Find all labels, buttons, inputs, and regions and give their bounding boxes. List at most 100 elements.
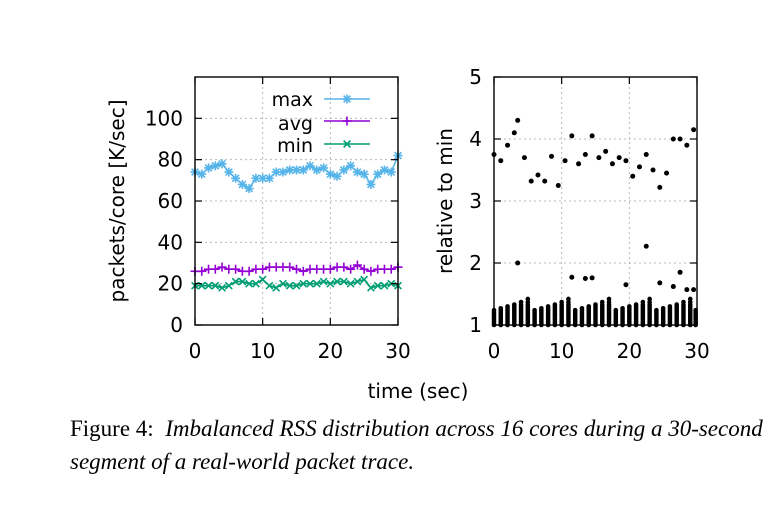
caption-label: Figure 4:	[70, 416, 154, 441]
scatter-point-top	[535, 172, 541, 178]
right-ytick-label: 1	[469, 313, 482, 337]
left-ytick-label: 20	[158, 272, 183, 296]
right-xtick-label: 30	[684, 339, 709, 363]
point-max	[298, 165, 308, 175]
scatter-point-top	[542, 178, 548, 184]
figure-caption: Figure 4: Imbalanced RSS distribution ac…	[70, 412, 770, 478]
point-avg	[292, 264, 301, 274]
point-max	[379, 165, 389, 175]
scatter-point-outliers	[684, 287, 690, 293]
scatter-point-outliers	[670, 284, 676, 290]
point-max	[231, 173, 241, 183]
scatter-point	[613, 307, 619, 313]
scatter-point-top	[589, 133, 595, 139]
scatter-point	[606, 296, 612, 302]
scatter-point	[654, 307, 659, 313]
legend-marker-avg	[342, 116, 352, 126]
point-avg	[210, 264, 220, 274]
right-ytick-label: 2	[469, 251, 482, 275]
scatter-point-outliers	[623, 282, 629, 288]
scatter-point-top	[505, 142, 511, 148]
point-min	[272, 283, 281, 292]
scatter-point-top	[670, 136, 676, 142]
shared-xlabel: time (sec)	[368, 379, 469, 403]
point-avg	[339, 262, 349, 272]
point-min	[306, 279, 314, 288]
scatter-point	[512, 302, 517, 307]
scatter-point	[633, 302, 639, 307]
left-xtick-label: 0	[189, 339, 202, 363]
point-max	[366, 179, 376, 189]
point-min	[238, 277, 247, 286]
point-min	[251, 279, 260, 288]
right-ytick-label: 4	[469, 127, 482, 151]
point-max	[305, 161, 315, 171]
right-chart-ticks: 1 2 3 4 5 0 10 20 30	[469, 65, 709, 363]
point-min	[360, 275, 369, 284]
point-max	[244, 184, 254, 194]
point-max	[319, 163, 329, 173]
left-xtick-label: 20	[318, 339, 343, 363]
scatter-point-outliers	[677, 269, 683, 275]
point-min	[346, 279, 355, 288]
point-min	[299, 279, 308, 288]
scatter-point-top	[562, 158, 568, 164]
right-chart-ylabel: relative to min	[433, 128, 457, 274]
scatter-point-top	[636, 164, 642, 170]
scatter-point	[640, 299, 646, 305]
legend-label-avg: avg	[278, 113, 313, 135]
point-min	[245, 279, 254, 288]
scatter-point-top	[664, 170, 670, 176]
scatter-point-outliers	[691, 287, 697, 293]
left-ytick-label: 0	[170, 313, 183, 337]
point-avg	[285, 262, 295, 272]
legend-marker-max	[342, 94, 352, 104]
point-max	[346, 161, 356, 171]
legend-marker-min	[343, 140, 351, 148]
point-min	[231, 277, 240, 286]
point-min	[366, 283, 375, 292]
point-max	[217, 159, 227, 169]
left-xtick-label: 10	[250, 339, 275, 363]
point-avg	[386, 264, 396, 274]
scatter-point	[532, 307, 537, 313]
scatter-point-top	[677, 136, 683, 142]
scatter-point-top	[498, 158, 504, 164]
point-avg	[258, 264, 268, 274]
scatter-point	[525, 296, 531, 302]
point-avg	[197, 266, 207, 276]
point-min	[353, 277, 362, 286]
left-chart-ticks: 0 20 40 60 80 100 0 10 20 30	[145, 77, 411, 363]
scatter-point	[687, 296, 693, 302]
point-max	[352, 167, 362, 177]
point-max	[339, 165, 349, 175]
scatter-point	[660, 305, 666, 311]
scatter-point-outliers	[657, 280, 663, 286]
legend-label-max: max	[272, 89, 313, 111]
scatter-point	[559, 299, 564, 305]
right-xtick-label: 10	[549, 339, 574, 363]
scatter-point	[681, 299, 686, 305]
scatter-point	[674, 302, 679, 307]
scatter-point-top	[691, 127, 697, 133]
right-xtick-label: 0	[488, 339, 501, 363]
point-max	[197, 169, 207, 179]
point-min	[326, 279, 335, 288]
scatter-point-top	[528, 178, 534, 184]
scatter-point-top	[630, 173, 636, 179]
scatter-point-outliers	[582, 276, 588, 281]
point-min	[224, 281, 233, 290]
scatter-point-outliers	[569, 274, 575, 280]
left-ytick-label: 100	[145, 106, 183, 130]
scatter-point-top	[623, 158, 629, 164]
left-chart-series	[190, 151, 403, 292]
scatter-point-top	[515, 117, 521, 123]
scatter-point-top	[603, 148, 609, 154]
point-max	[312, 165, 322, 175]
point-min	[319, 277, 328, 286]
right-chart-grid	[494, 77, 697, 325]
point-max	[386, 167, 396, 177]
point-max	[373, 169, 383, 179]
scatter-point-outliers	[643, 243, 649, 249]
